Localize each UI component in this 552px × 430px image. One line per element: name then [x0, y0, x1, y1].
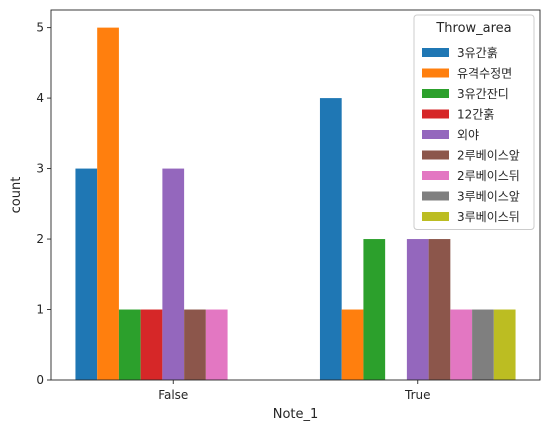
bars-layer	[75, 27, 516, 380]
legend-label-2: 3유간잔디	[457, 87, 509, 101]
legend-label-6: 2루베이스뒤	[457, 169, 520, 183]
legend-label-3: 12간훍	[457, 108, 494, 122]
y-tick-label-2: 2	[36, 232, 44, 246]
bar-false-series-2	[118, 309, 141, 380]
y-tick-label-1: 1	[36, 303, 44, 317]
legend-swatch-3	[422, 109, 449, 119]
bar-true-series-2	[363, 239, 386, 380]
x-tick-label-true: True	[404, 388, 431, 402]
y-tick-label-5: 5	[36, 21, 44, 35]
legend-label-4: 외야	[457, 128, 479, 142]
plot-frame	[50, 9, 541, 381]
bar-true-series-1	[341, 309, 364, 380]
bar-true-series-7	[472, 309, 494, 380]
bar-true-series-8	[493, 309, 516, 380]
bar-false-series-3	[140, 309, 163, 380]
legend-label-1: 유격수정면	[457, 67, 512, 81]
y-tick-label-3: 3	[36, 162, 44, 176]
legend-swatch-1	[422, 68, 449, 78]
legend-label-7: 3루베이스앞	[457, 190, 520, 204]
legend-swatch-6	[422, 171, 449, 180]
bar-false-series-4	[162, 168, 185, 380]
bar-true-series-6	[450, 309, 473, 380]
legend-swatch-4	[422, 130, 449, 139]
bar-false-series-0	[75, 168, 98, 380]
x-tick-label-false: False	[158, 388, 188, 402]
y-axis: 0 1 2 3 4 5	[36, 21, 51, 387]
bar-true-series-4	[406, 239, 429, 380]
legend-label-8: 3루베이스뒤	[457, 210, 520, 224]
bar-true-series-0	[319, 98, 342, 380]
legend-swatch-8	[422, 212, 449, 221]
bar-false-series-5	[184, 309, 206, 380]
bar-false-series-1	[97, 27, 119, 380]
y-tick-label-0: 0	[36, 373, 44, 387]
legend-swatch-2	[422, 89, 449, 98]
x-axis: False True	[158, 380, 431, 402]
legend-swatch-5	[422, 150, 449, 160]
bar-false-series-6	[205, 309, 228, 380]
y-tick-label-4: 4	[36, 91, 44, 105]
legend-label-0: 3유간훍	[457, 46, 498, 60]
legend-title: Throw_area	[435, 21, 511, 36]
bar-true-series-5	[428, 239, 451, 380]
y-axis-label: count	[9, 177, 24, 214]
legend-label-5: 2루베이스앞	[457, 149, 520, 163]
x-axis-label: Note_1	[273, 407, 319, 422]
legend-swatch-0	[422, 48, 449, 57]
legend-swatch-7	[422, 191, 449, 201]
